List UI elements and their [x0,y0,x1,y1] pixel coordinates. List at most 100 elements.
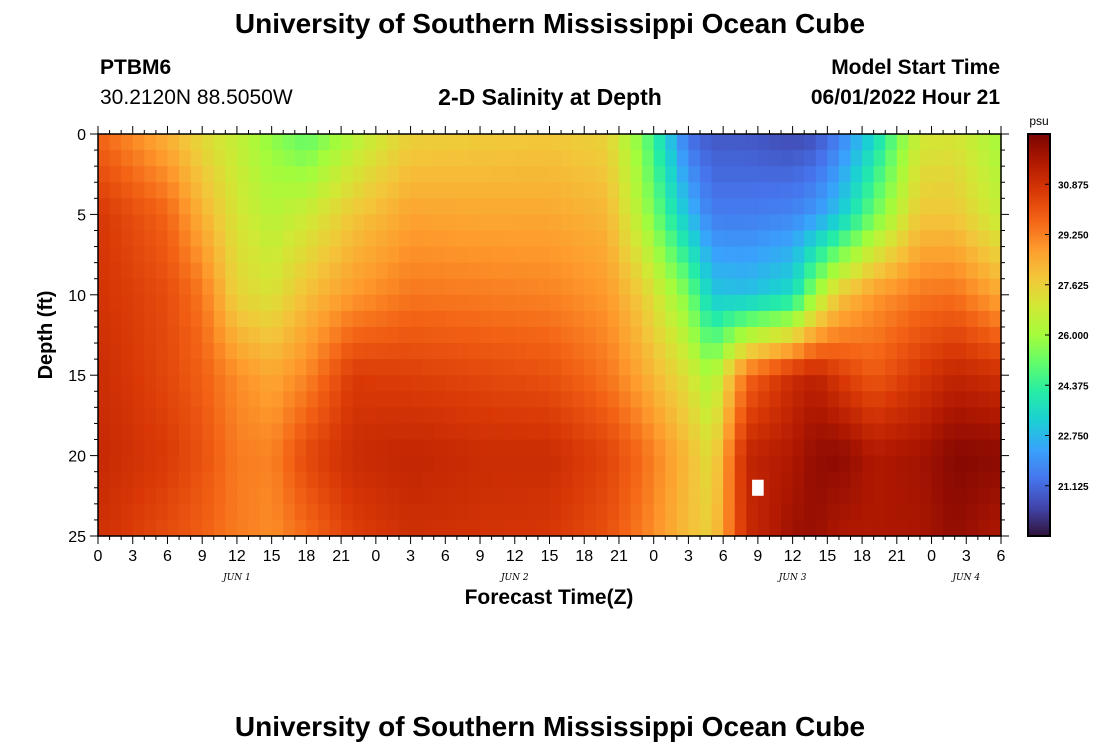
heatmap-cell [480,310,493,328]
heatmap-cell [410,246,423,264]
heatmap-cell [317,519,331,537]
heatmap-cell [480,230,493,248]
heatmap-cell [468,214,481,232]
heatmap-cell [433,230,446,248]
heatmap-cell [862,150,875,167]
heatmap-cell [109,503,122,521]
heatmap-cell [364,359,377,376]
heatmap-cell [387,423,400,441]
heatmap-cell [375,150,389,167]
heatmap-cell [410,519,423,537]
x-tick-label: 12 [228,548,246,565]
heatmap-cell [399,278,412,296]
heatmap-cell [283,310,296,328]
heatmap-cell [885,375,898,392]
heatmap-cell [480,407,493,425]
heatmap-cell [723,198,736,215]
heatmap-cell [132,391,145,408]
heatmap-cell [954,423,967,441]
heatmap-cell [132,519,145,537]
heatmap-cell [375,391,389,408]
heatmap-cell [688,294,701,312]
heatmap-cell [618,343,632,360]
heatmap-cell [445,439,458,457]
heatmap-cell [700,519,713,537]
heatmap-cell [260,375,273,392]
heatmap-cell [422,150,435,167]
heatmap-cell [781,294,794,312]
heatmap-cell [804,198,817,215]
heatmap-cell [248,487,261,505]
heatmap-cell [260,519,273,537]
heatmap-cell [236,487,250,505]
heatmap-cell [757,439,771,457]
heatmap-cell [943,198,956,215]
heatmap-cell [491,214,504,232]
heatmap-cell [734,134,747,151]
heatmap-cell [167,487,180,505]
heatmap-cell [711,198,724,215]
heatmap-cell [561,439,574,457]
heatmap-cell [711,246,724,264]
heatmap-cell [989,198,1002,215]
heatmap-cell [630,246,643,264]
heatmap-cell [561,326,574,344]
heatmap-cell [873,519,886,537]
heatmap-cell [804,375,817,392]
heatmap-cell [584,246,597,264]
heatmap-cell [607,487,620,505]
heatmap-cell [352,471,365,489]
heatmap-cell [676,455,690,473]
heatmap-cell [862,407,875,425]
heatmap-cell [514,310,527,328]
heatmap-cell [167,262,180,280]
heatmap-cell [503,423,516,441]
heatmap-cell [561,230,574,248]
heatmap-cell [711,439,724,457]
heatmap-cell [503,471,516,489]
heatmap-cell [688,230,701,248]
heatmap-cell [607,519,620,537]
heatmap-cell [769,471,782,489]
heatmap-cell [190,166,203,183]
heatmap-cell [896,310,909,328]
heatmap-cell [977,503,991,521]
heatmap-cell [572,391,585,408]
heatmap-cell [688,471,701,489]
heatmap-cell [399,294,412,312]
heatmap-cell [943,439,956,457]
heatmap-cell [132,503,145,521]
heatmap-cell [804,134,817,151]
heatmap-cell [954,487,967,505]
heatmap-cell [283,423,296,441]
heatmap-cell [480,359,493,376]
heatmap-cell [769,503,782,521]
heatmap-cell [341,471,354,489]
heatmap-cell [734,359,747,376]
heatmap-cell [618,487,632,505]
heatmap-cell [155,326,169,344]
colorbar-tick-label: 24.375 [1058,381,1089,392]
heatmap-cell [144,278,157,296]
heatmap-cell [341,182,354,199]
heatmap-cell [873,310,886,328]
heatmap-cell [375,519,389,537]
heatmap-cell [364,230,377,248]
x-tick-label: 0 [371,548,380,565]
heatmap-cell [514,487,527,505]
heatmap-cell [98,343,111,360]
heatmap-cell [908,375,921,392]
heatmap-cell [595,230,608,248]
heatmap-cell [271,182,284,199]
heatmap-cell [781,391,794,408]
heatmap-cell [943,359,956,376]
heatmap-cell [746,439,759,457]
heatmap-cell [734,246,747,264]
heatmap-cell [537,519,551,537]
heatmap-cell [190,294,203,312]
heatmap-cell [607,391,620,408]
heatmap-cell [364,262,377,280]
heatmap-cell [480,487,493,505]
heatmap-cell [179,310,192,328]
heatmap-cell [757,343,771,360]
